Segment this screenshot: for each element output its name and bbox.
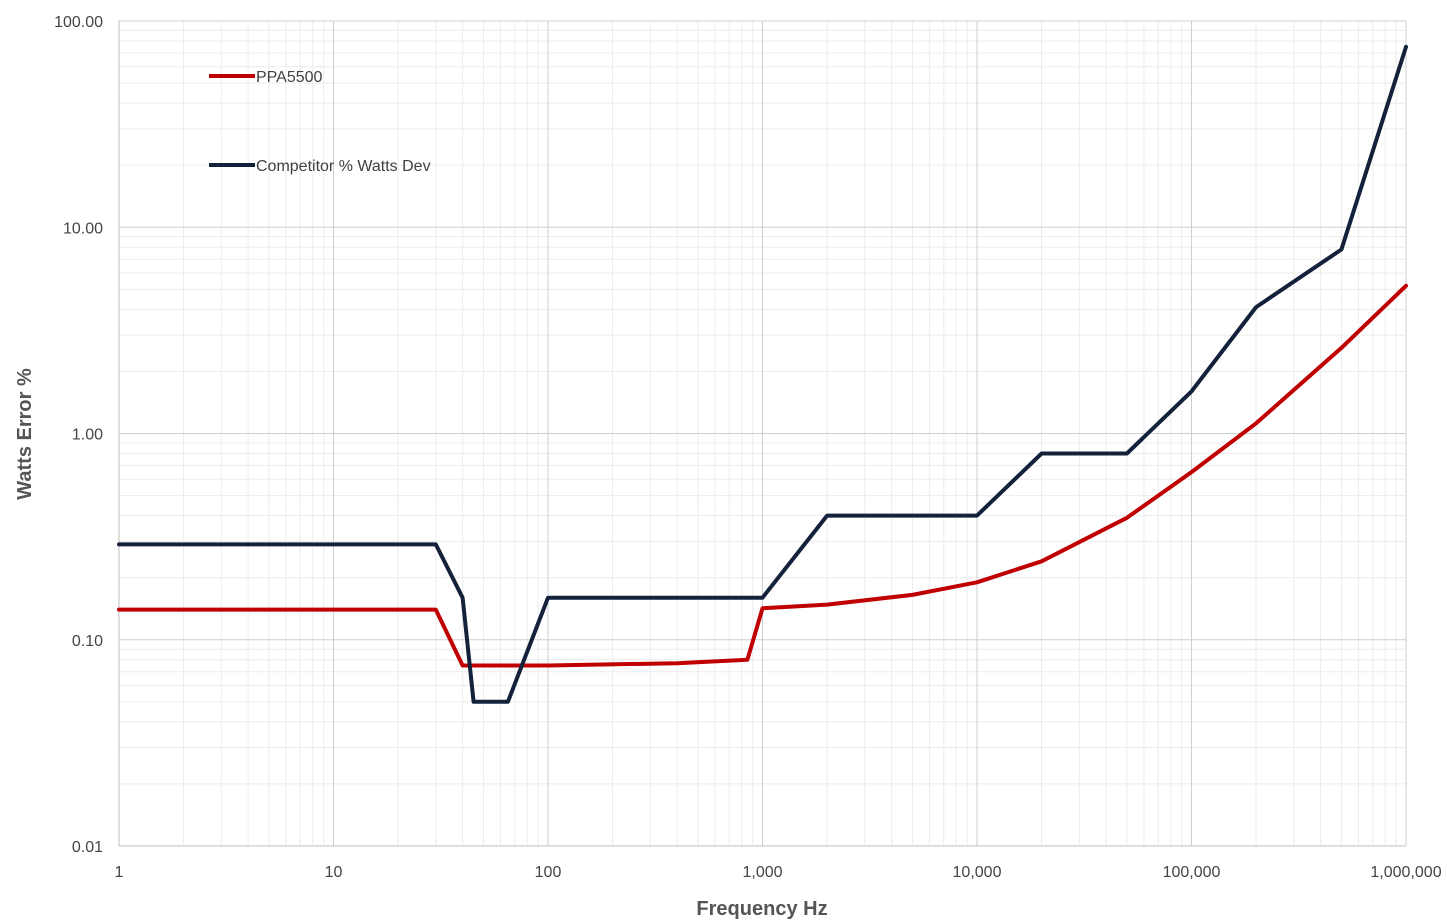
x-tick-label: 100,000 — [1163, 864, 1221, 881]
x-tick-label: 1 — [115, 864, 124, 881]
x-tick-label: 10,000 — [953, 864, 1002, 881]
grid — [118, 20, 1407, 847]
x-tick-label: 100 — [535, 864, 562, 881]
legend-item-ppa5500: PPA5500 — [209, 69, 323, 86]
legend-item-competitor: Competitor % Watts Dev — [209, 158, 431, 175]
y-axis-title: Watts Error % — [14, 368, 36, 500]
series-line-competitor — [117, 44, 1408, 704]
x-axis-title: Frequency Hz — [696, 898, 827, 920]
x-tick-label: 1,000,000 — [1370, 864, 1441, 881]
y-tick-label: 10.00 — [63, 220, 103, 237]
legend-label-ppa5500: PPA5500 — [256, 69, 323, 86]
tick-labels: 1 10 100 1,000 10,000 100,000 1,000,000 0.01 0.1… — [54, 14, 1442, 881]
x-tick-label: 10 — [325, 864, 343, 881]
series-lines — [117, 44, 1408, 704]
series-line-ppa5500 — [117, 283, 1408, 668]
y-tick-label: 0.01 — [72, 839, 103, 856]
y-tick-label: 100.00 — [54, 14, 103, 31]
legend-label-competitor: Competitor % Watts Dev — [256, 158, 431, 175]
y-tick-label: 1.00 — [72, 427, 103, 444]
legend: PPA5500 Competitor % Watts Dev — [209, 69, 431, 175]
y-tick-label: 0.10 — [72, 633, 103, 650]
axes — [118, 21, 1406, 847]
x-tick-label: 1,000 — [742, 864, 782, 881]
